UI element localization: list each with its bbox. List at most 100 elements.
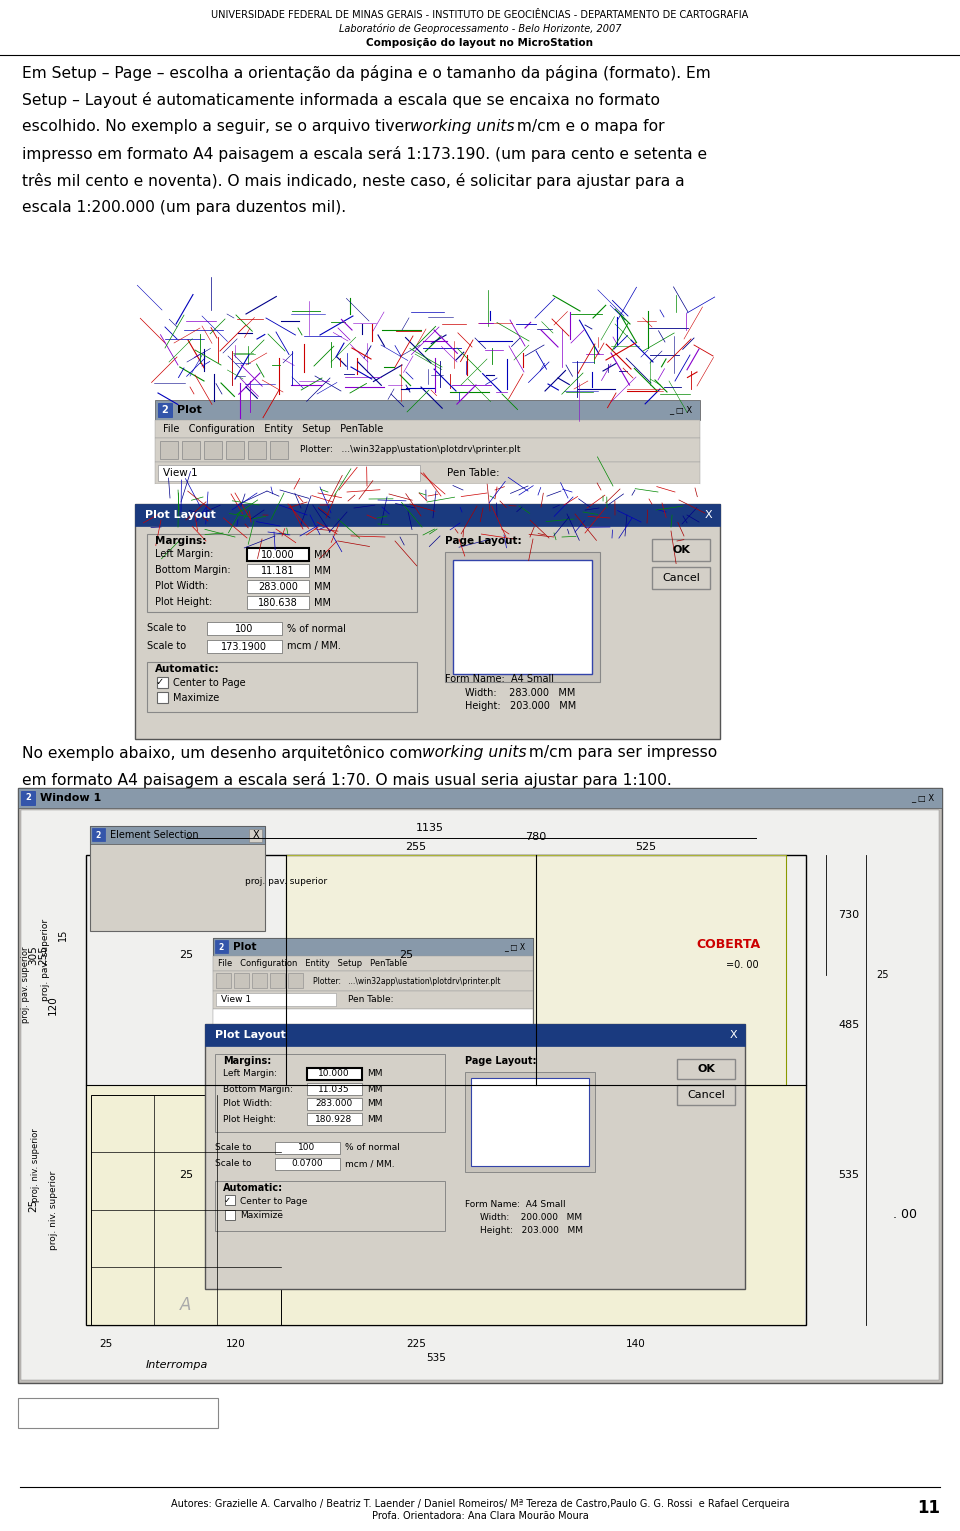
Text: Pen Table:: Pen Table: <box>348 995 394 1004</box>
Text: 525: 525 <box>636 842 657 851</box>
Text: ✓: ✓ <box>156 677 164 687</box>
Text: Scale to: Scale to <box>147 623 186 632</box>
Text: MM: MM <box>367 1084 382 1093</box>
Bar <box>213 939 533 1177</box>
Bar <box>307 1113 362 1125</box>
Text: Plot: Plot <box>233 942 256 952</box>
Bar <box>213 1009 533 1027</box>
Text: Automatic:: Automatic: <box>155 664 220 674</box>
Bar <box>21 810 939 1379</box>
Text: 0.0700: 0.0700 <box>291 1159 323 1168</box>
Text: Plot Height:: Plot Height: <box>223 1115 276 1124</box>
Text: Margins:: Margins: <box>155 536 206 547</box>
Bar <box>213 991 533 1009</box>
Bar <box>215 940 228 952</box>
Bar <box>225 1196 235 1205</box>
Text: Cancel: Cancel <box>662 573 700 583</box>
Bar <box>207 640 282 654</box>
Text: Plotter:   ...\win32app\ustation\plotdrv\printer.plt: Plotter: ...\win32app\ustation\plotdrv\p… <box>313 977 500 986</box>
Text: 120: 120 <box>227 1340 246 1349</box>
Text: 2: 2 <box>95 830 101 839</box>
Bar <box>286 854 786 1085</box>
Bar <box>286 854 786 1085</box>
Text: Automatic:: Automatic: <box>223 1183 283 1193</box>
Text: Height:   203.000   MM: Height: 203.000 MM <box>465 701 576 710</box>
Bar <box>247 548 309 560</box>
Text: MM: MM <box>314 550 331 559</box>
Bar <box>288 974 303 987</box>
Bar <box>307 1082 362 1095</box>
Text: 780: 780 <box>525 831 546 842</box>
Text: MM: MM <box>314 582 331 591</box>
Bar <box>18 1398 218 1428</box>
Bar <box>249 828 262 842</box>
Text: View 1: View 1 <box>221 995 252 1004</box>
Bar <box>213 955 533 971</box>
Text: Width:    283.000   MM: Width: 283.000 MM <box>465 687 575 698</box>
Text: Scale to: Scale to <box>215 1144 252 1153</box>
Bar <box>155 400 700 419</box>
Text: proj. pav. superior: proj. pav. superior <box>21 946 31 1023</box>
Bar <box>445 553 600 681</box>
Text: Laboratório de Geoprocessamento - Belo Horizonte, 2007: Laboratório de Geoprocessamento - Belo H… <box>339 24 621 35</box>
Text: 283.000: 283.000 <box>316 1099 352 1108</box>
Bar <box>87 1085 805 1324</box>
Bar <box>135 504 720 527</box>
Text: 1135: 1135 <box>416 824 444 833</box>
Text: 11.035: 11.035 <box>318 1084 349 1093</box>
Bar <box>86 854 806 1324</box>
Bar <box>147 534 417 612</box>
Text: UNIVERSIDADE FEDERAL DE MINAS GERAIS - INSTITUTO DE GEOCIÊNCIAS - DEPARTAMENTO D: UNIVERSIDADE FEDERAL DE MINAS GERAIS - I… <box>211 11 749 20</box>
Text: 25: 25 <box>876 971 889 980</box>
Bar <box>135 504 720 739</box>
Text: mcm / MM.: mcm / MM. <box>287 641 341 652</box>
Bar <box>157 677 168 687</box>
Bar <box>18 788 942 808</box>
Text: Bottom Margin:: Bottom Margin: <box>223 1084 293 1093</box>
Text: Autores: Grazielle A. Carvalho / Beatriz T. Laender / Daniel Romeiros/ Mª Tereza: Autores: Grazielle A. Carvalho / Beatriz… <box>171 1499 789 1510</box>
Bar <box>204 441 222 459</box>
Bar <box>90 827 265 844</box>
Text: em formato A4 paisagem a escala será 1:70. O mais usual seria ajustar para 1:100: em formato A4 paisagem a escala será 1:7… <box>22 772 672 788</box>
Bar <box>652 539 710 560</box>
Text: Margins:: Margins: <box>223 1056 272 1066</box>
Text: Setup – Layout é automaticamente informada a escala que se encaixa no formato: Setup – Layout é automaticamente informa… <box>22 92 660 109</box>
Text: 180.638: 180.638 <box>258 597 298 608</box>
Text: working units: working units <box>410 119 515 135</box>
Bar <box>252 974 267 987</box>
Bar <box>155 419 700 438</box>
Bar <box>205 1024 745 1289</box>
Text: Plot Height:: Plot Height: <box>155 597 212 606</box>
Text: m/cm para ser impresso: m/cm para ser impresso <box>524 746 717 759</box>
Text: proj. niv. superior: proj. niv. superior <box>49 1170 58 1249</box>
Text: MM: MM <box>367 1099 382 1108</box>
Bar <box>677 1085 735 1105</box>
Text: 180.928: 180.928 <box>316 1115 352 1124</box>
Bar <box>652 566 710 589</box>
Text: MM: MM <box>314 597 331 608</box>
Text: Page Layout:: Page Layout: <box>445 536 521 547</box>
Text: Left Margin:: Left Margin: <box>155 550 213 559</box>
Bar <box>21 792 35 805</box>
Text: proj. niv. superior: proj. niv. superior <box>32 1128 40 1202</box>
Bar <box>453 560 592 674</box>
Text: Left Margin:: Left Margin: <box>223 1070 277 1078</box>
Bar <box>91 1095 281 1324</box>
Bar <box>247 563 309 577</box>
Bar <box>215 1180 445 1231</box>
Text: proj. pav. superior: proj. pav. superior <box>41 919 51 1001</box>
Bar <box>247 596 309 609</box>
Text: OK: OK <box>697 1064 715 1075</box>
Text: 173.1900: 173.1900 <box>221 641 267 652</box>
Text: 225: 225 <box>406 1340 426 1349</box>
Text: 2: 2 <box>25 793 31 802</box>
Text: 535: 535 <box>838 1170 859 1180</box>
Text: _ □ X: _ □ X <box>504 943 525 951</box>
Bar <box>226 441 244 459</box>
Text: 2: 2 <box>161 406 168 415</box>
Text: MM: MM <box>367 1070 382 1078</box>
Bar <box>215 1053 445 1131</box>
Text: Scale to: Scale to <box>147 641 186 651</box>
Text: ✓: ✓ <box>224 1196 230 1205</box>
Bar <box>160 441 178 459</box>
